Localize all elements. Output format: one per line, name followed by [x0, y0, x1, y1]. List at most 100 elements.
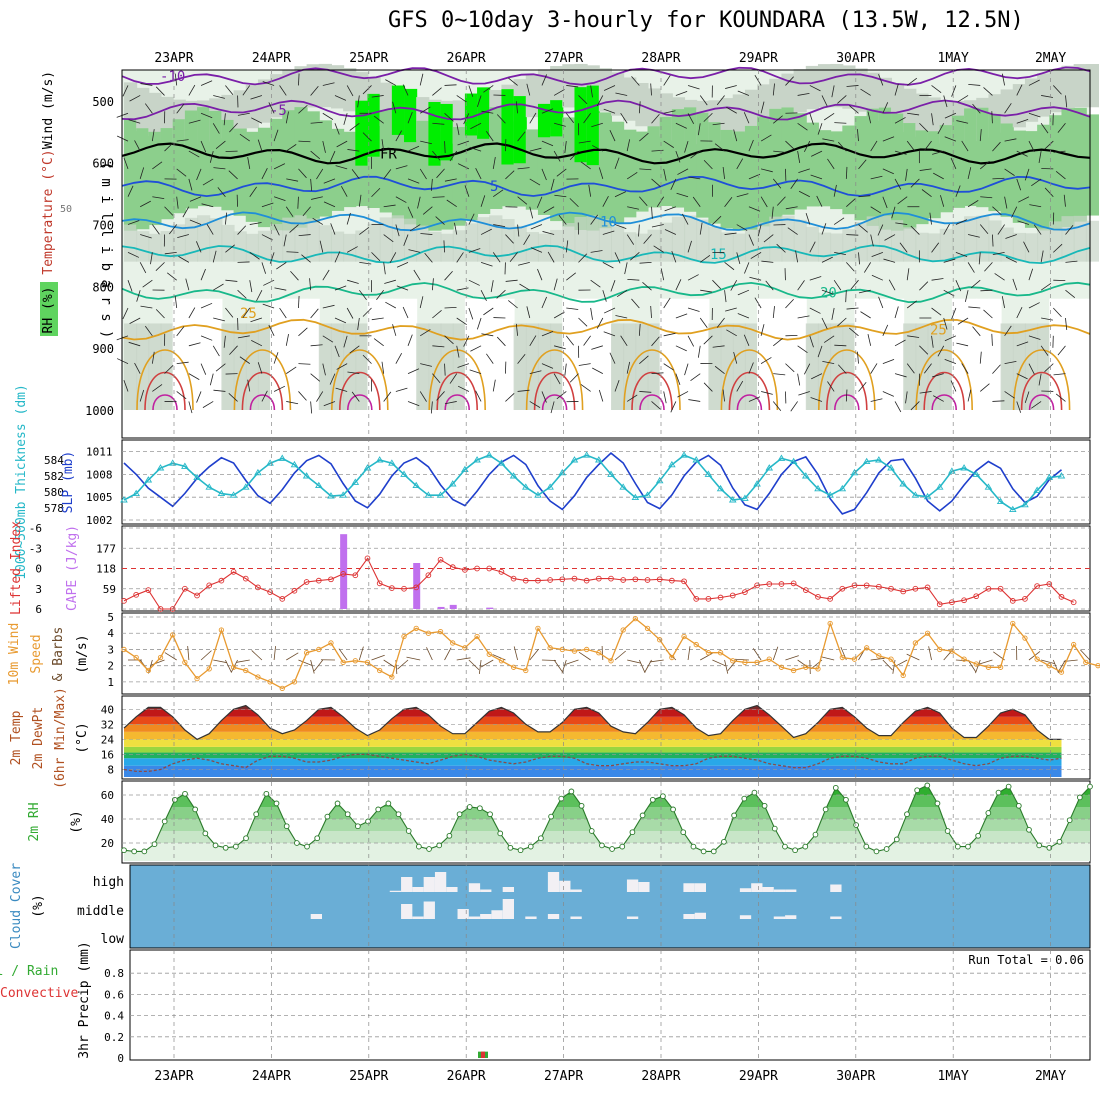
wind-barb — [262, 81, 275, 86]
wind-barb — [310, 401, 313, 414]
wind-barb — [1040, 250, 1044, 263]
lifted-index-point — [997, 585, 1004, 592]
wind-barb — [931, 85, 942, 93]
wind-barb — [1004, 196, 1008, 209]
wind-barb — [733, 351, 738, 364]
wind-barb — [894, 117, 906, 124]
wind-barb — [486, 353, 494, 364]
wind-barb — [392, 101, 397, 114]
rh-cell — [428, 231, 442, 262]
wind-barb — [638, 323, 641, 336]
wind10-point — [547, 645, 553, 651]
rh2m-point — [670, 806, 676, 813]
rh-cell — [915, 130, 929, 225]
middle-cloud-bar — [626, 916, 639, 919]
wind-barb — [177, 234, 189, 239]
wind10-point — [255, 674, 261, 680]
thickness-point — [205, 483, 214, 490]
wind-barb — [285, 111, 289, 124]
temp2m-panel-frame — [121, 695, 1091, 780]
pressure-tick-label: 500 — [92, 95, 114, 109]
rh2m-point — [527, 843, 534, 850]
wind-barb — [1004, 360, 1017, 365]
wind-barb — [396, 285, 409, 291]
wind-barb — [931, 242, 940, 253]
wind-barb — [202, 401, 214, 408]
thickness-point — [278, 454, 287, 461]
wind-barb — [419, 168, 427, 180]
thickness-point — [802, 472, 810, 479]
rh2m-point — [375, 806, 382, 813]
wind-barb — [541, 391, 547, 403]
wind-barb — [396, 261, 409, 268]
rh2m-point — [954, 843, 961, 850]
temperature-contour — [121, 66, 1091, 86]
wind-barb — [870, 398, 883, 402]
rh-cell — [1085, 114, 1099, 216]
pressure-tick-label: 600 — [92, 157, 114, 171]
rh-cell — [976, 298, 990, 410]
wind-barb — [274, 287, 287, 291]
wind-barb — [152, 384, 163, 392]
wind-barb — [351, 391, 360, 402]
middle-cloud-bar — [694, 912, 706, 919]
wind-barb — [697, 123, 701, 136]
wind-barb — [456, 345, 460, 358]
rh-cell — [611, 323, 625, 410]
rh-cell — [306, 298, 320, 410]
wind-barb — [257, 139, 263, 152]
wind-barb — [189, 196, 202, 202]
high-cloud-bar — [412, 887, 424, 892]
thickness-point — [217, 489, 226, 497]
wind-barb — [385, 79, 397, 86]
wind-barb — [432, 345, 445, 348]
thickness-point — [546, 483, 554, 490]
rh-cell — [306, 111, 320, 223]
thickness-point — [570, 456, 579, 463]
rh2m-point — [1015, 802, 1022, 809]
wind-barb — [385, 301, 397, 309]
wind-barb — [1057, 345, 1066, 356]
wind-barb — [590, 250, 603, 253]
thickness-point — [728, 496, 737, 503]
rh2m-point — [832, 784, 839, 791]
wind-barb — [761, 260, 774, 263]
wind10-point — [632, 615, 638, 622]
wind-barb — [334, 285, 347, 291]
wind-barb — [383, 262, 386, 275]
wind-barb — [725, 307, 737, 312]
high-cloud-bar — [626, 879, 639, 892]
wind-barb — [407, 145, 420, 152]
wind-barb — [395, 387, 408, 392]
wind-barb — [128, 119, 141, 124]
wind-barb — [797, 151, 801, 163]
wind-barb — [675, 90, 688, 96]
wind-barb — [537, 268, 543, 281]
wind10-point — [267, 679, 273, 685]
wind-barb — [602, 195, 609, 207]
thickness-point — [1045, 473, 1054, 481]
rh2m-point — [466, 804, 473, 810]
wind-barb — [529, 370, 542, 375]
lifted-index-point — [364, 555, 371, 562]
temp2m-tick-label: 8 — [107, 763, 114, 776]
wind-barb — [215, 140, 226, 149]
wind-barb — [675, 313, 688, 319]
wind-barb — [785, 76, 794, 86]
middle-cloud-bar — [310, 914, 322, 919]
temp2m-tick-label: 32 — [101, 718, 114, 731]
rh-cell — [209, 298, 223, 410]
wind-barb — [250, 317, 263, 323]
wind-barb — [122, 307, 129, 320]
wind-barb — [590, 279, 601, 288]
wind-barb — [602, 290, 607, 302]
wind-barb — [569, 373, 579, 383]
rh-cell — [209, 218, 223, 262]
rh2m-point — [304, 843, 310, 850]
wind-barb — [419, 106, 431, 114]
wind-barb — [298, 327, 308, 337]
wind-barb — [176, 139, 189, 142]
wind-barb — [1065, 289, 1076, 299]
rh-cell — [477, 217, 491, 262]
wind-barb — [269, 252, 275, 264]
